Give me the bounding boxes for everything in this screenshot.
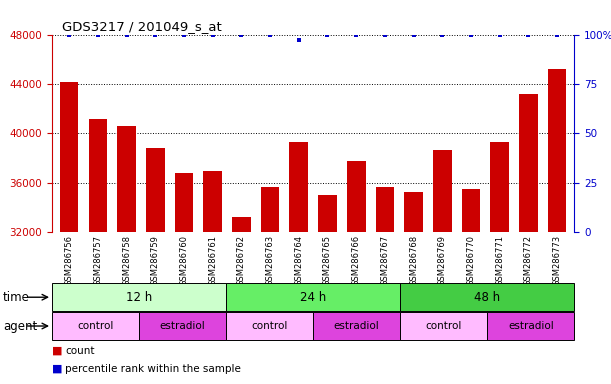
Bar <box>318 195 337 384</box>
Bar <box>433 149 452 384</box>
Text: 48 h: 48 h <box>474 291 500 304</box>
Text: GSM286766: GSM286766 <box>352 235 360 286</box>
Point <box>236 31 246 38</box>
Bar <box>261 187 279 384</box>
Bar <box>548 69 566 384</box>
Point <box>437 31 447 38</box>
Text: GSM286765: GSM286765 <box>323 235 332 286</box>
Text: GSM286772: GSM286772 <box>524 235 533 286</box>
Bar <box>462 189 480 384</box>
Text: time: time <box>3 291 30 304</box>
Text: control: control <box>251 321 288 331</box>
Text: estradiol: estradiol <box>159 321 205 331</box>
Point <box>294 37 304 43</box>
Point <box>265 31 275 38</box>
Bar <box>146 148 164 384</box>
Text: GSM286773: GSM286773 <box>552 235 562 286</box>
Point <box>495 31 505 38</box>
Bar <box>226 312 313 340</box>
Bar <box>491 142 509 384</box>
Text: GSM286770: GSM286770 <box>467 235 475 286</box>
Bar <box>232 217 251 384</box>
Point <box>93 31 103 38</box>
Text: GSM286760: GSM286760 <box>180 235 188 286</box>
Text: GSM286757: GSM286757 <box>93 235 103 286</box>
Bar <box>290 142 308 384</box>
Text: GDS3217 / 201049_s_at: GDS3217 / 201049_s_at <box>62 20 222 33</box>
Text: GSM286767: GSM286767 <box>381 235 389 286</box>
Bar <box>488 312 574 340</box>
Text: ■: ■ <box>52 346 62 356</box>
Text: GSM286771: GSM286771 <box>495 235 504 286</box>
Point <box>323 31 332 38</box>
Point <box>122 31 131 38</box>
Bar <box>203 170 222 384</box>
Bar <box>400 312 488 340</box>
Text: estradiol: estradiol <box>508 321 554 331</box>
Text: GSM286762: GSM286762 <box>237 235 246 286</box>
Bar <box>519 94 538 384</box>
Point <box>409 31 419 38</box>
Text: GSM286763: GSM286763 <box>266 235 274 286</box>
Bar <box>52 283 226 311</box>
Point <box>380 31 390 38</box>
Bar <box>52 312 139 340</box>
Point <box>208 31 218 38</box>
Point <box>150 31 160 38</box>
Point <box>552 31 562 38</box>
Text: GSM286768: GSM286768 <box>409 235 418 286</box>
Text: GSM286759: GSM286759 <box>151 235 159 286</box>
Bar <box>313 312 400 340</box>
Point <box>351 31 361 38</box>
Text: GSM286769: GSM286769 <box>438 235 447 286</box>
Point <box>179 31 189 38</box>
Text: percentile rank within the sample: percentile rank within the sample <box>65 364 241 374</box>
Text: ■: ■ <box>52 364 62 374</box>
Text: GSM286756: GSM286756 <box>65 235 74 286</box>
Text: control: control <box>77 321 114 331</box>
Bar <box>139 312 226 340</box>
Text: estradiol: estradiol <box>334 321 379 331</box>
Bar <box>376 187 394 384</box>
Bar <box>175 173 193 384</box>
Point <box>524 31 533 38</box>
Point <box>64 31 74 38</box>
Text: count: count <box>65 346 95 356</box>
Text: 24 h: 24 h <box>300 291 326 304</box>
Bar <box>117 126 136 384</box>
Text: GSM286764: GSM286764 <box>295 235 303 286</box>
Text: control: control <box>425 321 462 331</box>
Text: agent: agent <box>3 319 37 333</box>
Bar <box>89 119 107 384</box>
Bar <box>404 192 423 384</box>
Text: GSM286761: GSM286761 <box>208 235 217 286</box>
Text: 12 h: 12 h <box>126 291 152 304</box>
Bar <box>347 161 365 384</box>
Bar <box>60 81 78 384</box>
Point <box>466 31 476 38</box>
Text: GSM286758: GSM286758 <box>122 235 131 286</box>
Bar <box>226 283 400 311</box>
Bar <box>400 283 574 311</box>
